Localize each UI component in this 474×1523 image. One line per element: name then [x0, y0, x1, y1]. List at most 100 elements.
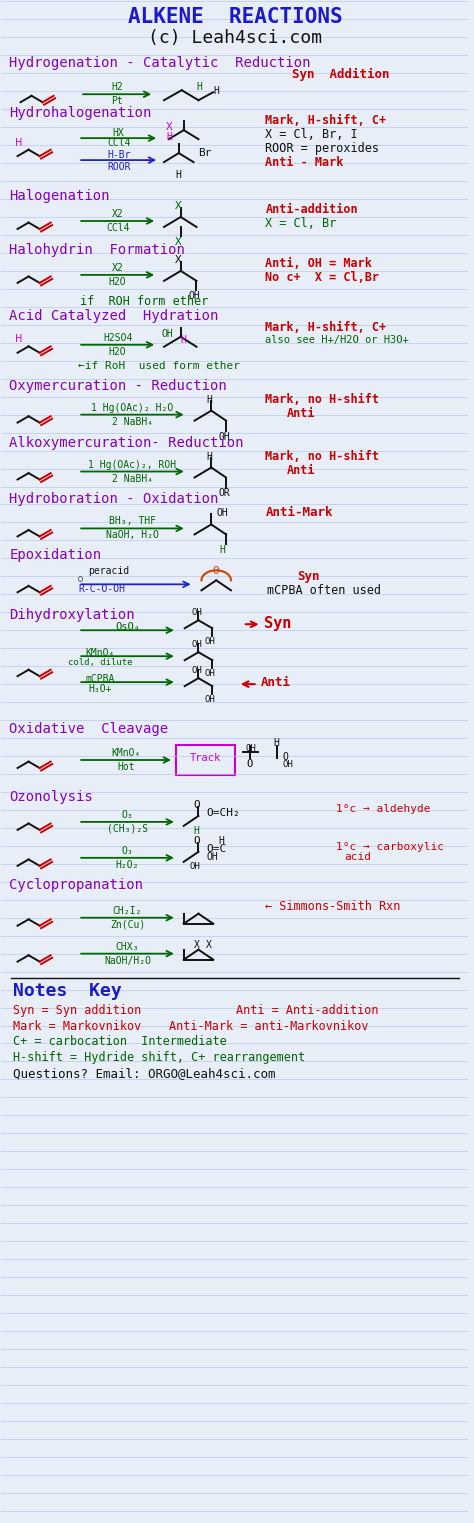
Text: Oxidative  Cleavage: Oxidative Cleavage [9, 722, 168, 736]
Text: ROOR: ROOR [107, 161, 130, 172]
Text: OsO₄: OsO₄ [115, 623, 140, 632]
Text: OH: OH [191, 640, 202, 649]
Text: OH: OH [216, 509, 228, 518]
Text: Br: Br [199, 148, 212, 158]
Text: X: X [175, 238, 182, 247]
Text: O=C: O=C [206, 844, 227, 854]
Text: OH: OH [218, 431, 230, 442]
Text: Zn(Cu): Zn(Cu) [110, 920, 145, 929]
Text: Anti-addition: Anti-addition [265, 203, 358, 216]
Text: ← Simmons-Smith Rxn: ← Simmons-Smith Rxn [265, 900, 401, 912]
Text: Syn: Syn [264, 617, 292, 631]
Text: Anti - Mark: Anti - Mark [265, 155, 344, 169]
Text: OH: OH [205, 637, 216, 646]
Text: Syn = Syn addition: Syn = Syn addition [13, 1004, 141, 1016]
Text: H-shift = Hydride shift, C+ rearrangement: H-shift = Hydride shift, C+ rearrangemen… [13, 1051, 305, 1065]
Text: Notes  Key: Notes Key [13, 982, 122, 999]
Text: Track: Track [190, 752, 221, 763]
Text: Anti: Anti [287, 463, 316, 477]
Text: Anti, OH = Mark: Anti, OH = Mark [265, 257, 373, 270]
Text: peracid: peracid [88, 567, 129, 576]
Text: Dihydroxylation: Dihydroxylation [9, 608, 135, 623]
Text: OH: OH [282, 760, 293, 769]
Text: Halogenation: Halogenation [9, 189, 110, 203]
Text: ROOR = peroxides: ROOR = peroxides [265, 142, 380, 155]
Text: Mark, H-shift, C+: Mark, H-shift, C+ [265, 114, 387, 128]
Text: H: H [193, 825, 200, 836]
Text: Mark, no H-shift: Mark, no H-shift [265, 449, 380, 463]
Text: No c+  X = Cl,Br: No c+ X = Cl,Br [265, 271, 380, 283]
Text: Anti-Mark = anti-Markovnikov: Anti-Mark = anti-Markovnikov [169, 1019, 368, 1033]
Text: H2SO4: H2SO4 [103, 332, 132, 343]
Text: Anti = Anti-addition: Anti = Anti-addition [236, 1004, 378, 1016]
Text: 2 NaBH₄: 2 NaBH₄ [112, 417, 153, 426]
Text: X: X [206, 940, 212, 950]
Text: 1 Hg(OAc)₂, ROH: 1 Hg(OAc)₂, ROH [88, 460, 176, 469]
Text: X2: X2 [112, 209, 124, 219]
Text: H: H [206, 451, 212, 461]
Text: Pt: Pt [111, 96, 123, 107]
Text: Acid Catalyzed  Hydration: Acid Catalyzed Hydration [9, 309, 219, 323]
Text: H₃O+: H₃O+ [88, 684, 112, 694]
Text: Alkoxymercuration- Reduction: Alkoxymercuration- Reduction [9, 436, 244, 449]
Text: CHX₃: CHX₃ [116, 941, 139, 952]
Text: H: H [166, 133, 172, 142]
Text: CCl4: CCl4 [107, 139, 130, 148]
Text: OH: OH [161, 329, 173, 338]
Text: NaOH, H₂O: NaOH, H₂O [106, 530, 159, 541]
Text: H: H [197, 82, 202, 93]
Text: H2: H2 [111, 82, 123, 93]
Text: BH₃, THF: BH₃, THF [109, 516, 156, 527]
Text: Syn: Syn [297, 570, 319, 583]
Text: O: O [282, 752, 288, 762]
Text: O: O [193, 800, 200, 810]
Text: H: H [273, 739, 279, 748]
Text: H: H [176, 171, 182, 180]
Text: Questions? Email: ORGO@Leah4sci.com: Questions? Email: ORGO@Leah4sci.com [13, 1068, 276, 1080]
Text: OH: OH [205, 694, 216, 704]
Text: if  ROH form ether: if ROH form ether [80, 295, 209, 308]
Text: OH: OH [189, 291, 201, 302]
Text: Anti-Mark: Anti-Mark [265, 507, 333, 519]
Text: O₃: O₃ [122, 845, 133, 856]
Text: Anti: Anti [287, 407, 316, 420]
Text: NaOH/H₂O: NaOH/H₂O [104, 955, 151, 966]
Text: CH₂I₂: CH₂I₂ [113, 906, 142, 915]
Text: O: O [246, 758, 253, 769]
Text: Mark = Markovnikov: Mark = Markovnikov [13, 1019, 141, 1033]
Text: X: X [193, 940, 200, 950]
Text: acid: acid [344, 851, 371, 862]
Text: X: X [166, 122, 173, 133]
Text: X = Cl, Br, I: X = Cl, Br, I [265, 128, 358, 142]
Text: R-C-O-OH: R-C-O-OH [78, 585, 125, 594]
Text: ALKENE  REACTIONS: ALKENE REACTIONS [128, 8, 342, 27]
Text: H2O: H2O [109, 277, 127, 286]
Text: OH: OH [191, 666, 202, 675]
Text: Epoxidation: Epoxidation [9, 548, 101, 562]
Text: O: O [213, 567, 219, 576]
Text: 1°c → carboxylic: 1°c → carboxylic [337, 842, 445, 851]
Text: KMnO₄: KMnO₄ [85, 649, 115, 658]
Text: 2 NaBH₄: 2 NaBH₄ [112, 474, 153, 483]
Text: OH: OH [205, 669, 216, 678]
Text: Hot: Hot [117, 762, 135, 772]
Text: O₃: O₃ [122, 810, 133, 819]
Text: Anti: Anti [261, 676, 291, 688]
Text: Hydrohalogenation: Hydrohalogenation [9, 107, 152, 120]
Text: mCPBA: mCPBA [85, 675, 115, 684]
Text: ←if RoH  used form ether: ←if RoH used form ether [78, 361, 240, 370]
Text: Oxymercuration - Reduction: Oxymercuration - Reduction [9, 379, 227, 393]
Text: O=CH₂: O=CH₂ [206, 807, 240, 818]
Text: 1 Hg(OAc)₂ H₂O: 1 Hg(OAc)₂ H₂O [91, 402, 173, 413]
Text: Mark, no H-shift: Mark, no H-shift [265, 393, 380, 405]
Text: C+ = carbocation  Intermediate: C+ = carbocation Intermediate [13, 1036, 227, 1048]
Text: OH: OH [189, 862, 200, 871]
Text: X: X [175, 201, 182, 212]
Text: cold, dilute: cold, dilute [68, 658, 132, 667]
Text: H: H [15, 137, 22, 148]
Text: O: O [193, 836, 200, 845]
Text: Cyclopropanation: Cyclopropanation [9, 877, 143, 892]
Text: OH: OH [206, 851, 218, 862]
Text: Hydroboration - Oxidation: Hydroboration - Oxidation [9, 492, 219, 507]
Text: H-Br: H-Br [107, 151, 130, 160]
